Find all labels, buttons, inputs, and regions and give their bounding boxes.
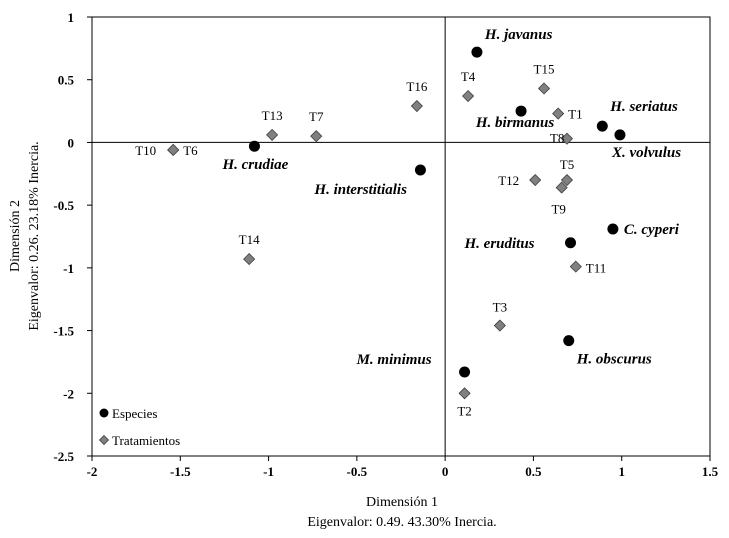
species-point — [607, 223, 619, 235]
species-label: H. interstitialis — [313, 182, 407, 198]
legend-label: Especies — [112, 406, 157, 421]
x-axis-subtitle: Eigenvalor: 0.49. 43.30% Inercia. — [307, 515, 496, 530]
treatment-label: T14 — [239, 232, 260, 247]
treatment-label: T13 — [262, 108, 283, 123]
treatment-point — [560, 132, 574, 145]
y-tick-label: -1.5 — [53, 324, 74, 339]
x-tick-label: -0.5 — [347, 464, 368, 479]
treatment-point — [310, 130, 323, 143]
treatment-point — [569, 260, 582, 273]
treatment-point — [410, 99, 423, 113]
x-axis: -2 -1.5 -1 -0.5 0 0.5 1 1.5 — [87, 456, 719, 479]
species-point — [414, 164, 426, 176]
x-tick-label: -1.5 — [170, 464, 191, 479]
treatment-point — [552, 107, 565, 120]
y-tick-label: 0 — [68, 135, 75, 150]
y-axis: -2.5 -2 -1.5 -1 -0.5 0 0.5 1 — [53, 10, 92, 464]
legend: Especies Tratamientos — [98, 406, 180, 448]
treatment-label: T9 — [551, 202, 565, 217]
x-tick-label: 0 — [442, 464, 449, 479]
species-point — [596, 120, 608, 132]
treatment-point — [493, 319, 506, 332]
treatment-point — [266, 128, 279, 141]
treatment-point — [555, 181, 568, 194]
species-label: M. minimus — [356, 352, 432, 368]
legend-species-marker — [99, 408, 109, 418]
species-label: H. eruditus — [464, 236, 535, 252]
species-label: X. volvulus — [611, 145, 681, 161]
treatment-label: T5 — [560, 157, 574, 172]
plot-border — [91, 16, 711, 457]
species-point — [515, 105, 527, 117]
y-tick-label: -1 — [63, 261, 74, 276]
treatment-label: T8 — [550, 131, 564, 146]
y-tick-label: 0.5 — [58, 73, 75, 88]
y-axis-subtitle: Eigenvalor: 0.26. 23.18% Inercia. — [27, 141, 42, 330]
x-tick-label: -2 — [87, 464, 98, 479]
treatment-label: T11 — [586, 261, 606, 276]
treatment-label: T2 — [457, 403, 471, 418]
treatment-label: T7 — [309, 109, 324, 124]
y-tick-label: -2.5 — [53, 449, 74, 464]
treatment-point — [537, 82, 551, 95]
treatment-point — [462, 89, 475, 103]
species-point — [471, 46, 483, 58]
treatment-point — [167, 143, 180, 157]
treatment-label: T6 — [183, 143, 198, 158]
x-tick-label: -1 — [263, 464, 274, 479]
species-point — [565, 237, 577, 249]
treatment-label: T16 — [406, 79, 427, 94]
treatment-point — [458, 387, 471, 400]
treatment-point — [560, 173, 574, 187]
species-point — [563, 335, 575, 347]
treatment-point — [529, 173, 542, 187]
y-axis-title: Dimensión 2 — [8, 200, 23, 272]
species-label: H. javanus — [484, 27, 553, 43]
y-tick-label: -0.5 — [53, 198, 74, 213]
species-label: H. obscurus — [576, 352, 652, 368]
legend-label: Tratamientos — [112, 433, 180, 448]
data-points: H. javanus H. birmanus H. seriatus X. volvu… — [135, 27, 681, 418]
species-label: H. birmanus — [475, 115, 555, 131]
plot-area — [91, 16, 711, 457]
x-tick-label: 0.5 — [525, 464, 542, 479]
treatment-label: T12 — [498, 173, 519, 188]
treatment-label: T4 — [461, 69, 476, 84]
species-point — [459, 366, 471, 378]
treatment-point — [243, 253, 256, 266]
treatment-label: T1 — [568, 107, 582, 122]
legend-treatment-marker — [98, 434, 110, 446]
y-tick-label: 1 — [68, 10, 75, 25]
treatment-label: T3 — [493, 300, 507, 315]
x-tick-label: 1 — [618, 464, 625, 479]
species-point — [248, 140, 260, 152]
species-label: C. cyperi — [624, 222, 680, 238]
species-label: H. seriatus — [609, 99, 678, 115]
x-axis-title: Dimensión 1 — [366, 495, 438, 510]
treatment-label: T15 — [534, 61, 555, 76]
x-tick-label: 1.5 — [702, 464, 719, 479]
y-tick-label: -2 — [63, 386, 74, 401]
species-label: H. crudiae — [221, 157, 288, 173]
treatment-label: T10 — [135, 143, 156, 158]
species-point — [614, 129, 626, 141]
